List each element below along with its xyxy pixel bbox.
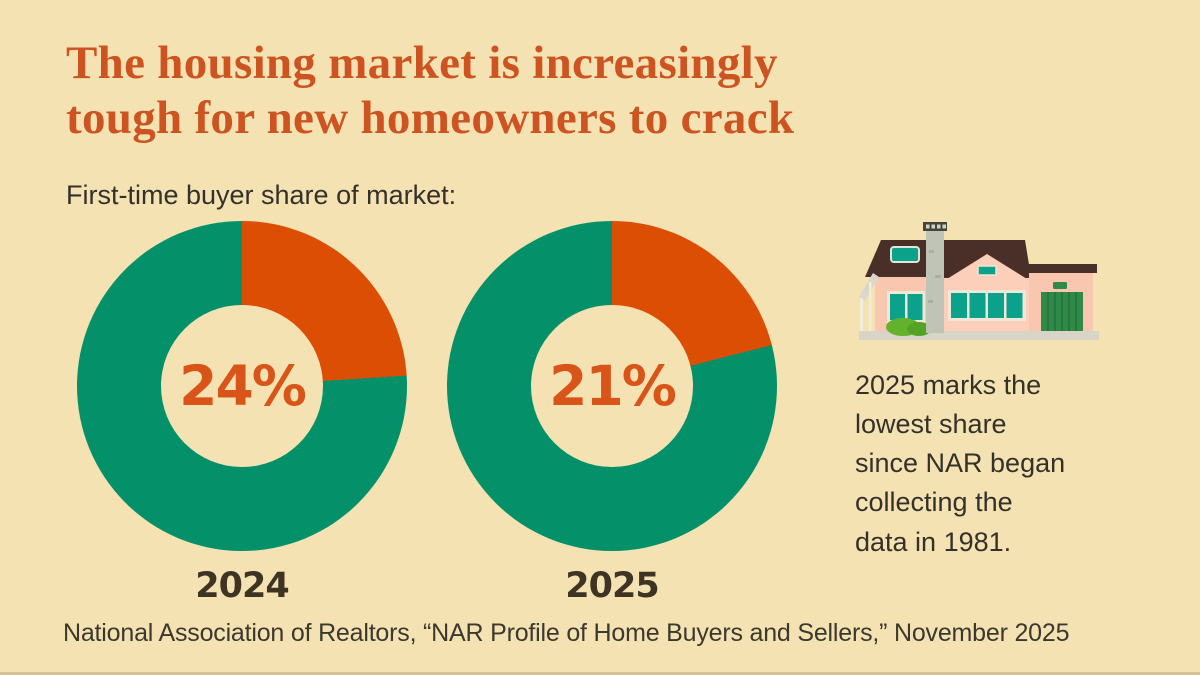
- donut-ring-2025: 21%: [447, 221, 777, 551]
- donut-charts-row: 24% 2024 21% 2025: [77, 221, 777, 606]
- year-label-2024: 2024: [195, 566, 289, 606]
- page-title: The housing market is increasingly tough…: [66, 36, 794, 147]
- percent-label-2025: 21%: [549, 354, 677, 418]
- annotation-column: 2025 marks the lowest share since NAR be…: [855, 220, 1135, 562]
- donut-ring-2024: 24%: [77, 221, 407, 551]
- source-attribution: National Association of Realtors, “NAR P…: [63, 619, 1070, 647]
- donut-hole: 21%: [531, 305, 693, 467]
- title-line-1: The housing market is increasingly: [66, 37, 778, 89]
- donut-chart-2025: 21% 2025: [447, 221, 777, 606]
- house-icon: [859, 222, 1099, 340]
- chart-subtitle: First-time buyer share of market:: [66, 180, 457, 210]
- year-label-2025: 2025: [565, 566, 659, 606]
- title-line-2: tough for new homeowners to crack: [66, 92, 795, 145]
- donut-hole: 24%: [161, 305, 323, 467]
- annotation-text: 2025 marks the lowest share since NAR be…: [855, 370, 1066, 557]
- percent-label-2024: 24%: [179, 354, 307, 418]
- bottom-edge-divider: [0, 672, 1200, 675]
- donut-chart-2024: 24% 2024: [77, 221, 407, 606]
